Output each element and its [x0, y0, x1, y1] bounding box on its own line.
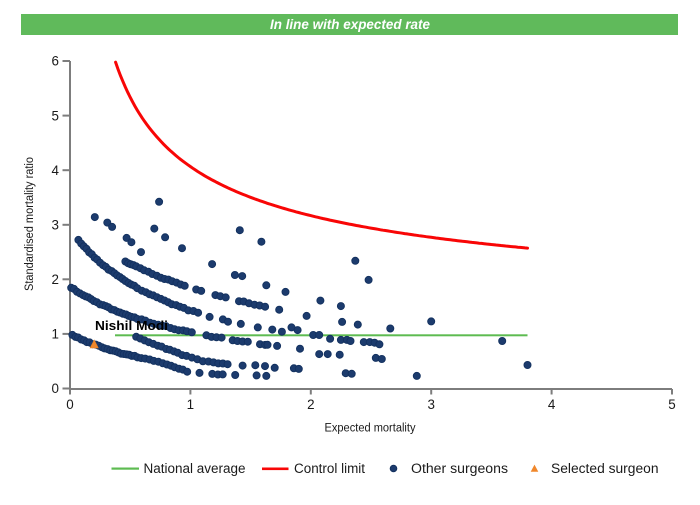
svg-text:0: 0: [66, 397, 73, 412]
svg-text:3: 3: [52, 218, 59, 233]
svg-text:4: 4: [548, 397, 556, 412]
svg-text:In line with expected rate: In line with expected rate: [270, 17, 430, 32]
svg-text:Other surgeons: Other surgeons: [411, 461, 508, 476]
svg-text:0: 0: [52, 381, 59, 396]
svg-text:4: 4: [52, 163, 60, 178]
svg-text:Selected surgeon: Selected surgeon: [551, 461, 659, 476]
svg-text:5: 5: [668, 397, 675, 412]
svg-text:Expected mortality: Expected mortality: [325, 423, 416, 435]
svg-text:6: 6: [52, 54, 59, 69]
svg-text:Control limit: Control limit: [294, 461, 365, 476]
svg-text:3: 3: [427, 397, 434, 412]
svg-text:1: 1: [187, 397, 194, 412]
svg-text:5: 5: [52, 108, 59, 123]
svg-text:1: 1: [52, 327, 59, 342]
svg-text:National average: National average: [144, 461, 246, 476]
svg-text:2: 2: [52, 272, 59, 287]
svg-text:2: 2: [307, 397, 314, 412]
svg-text:Standardised mortality ratio: Standardised mortality ratio: [24, 157, 36, 291]
svg-text:Nishil Modi: Nishil Modi: [95, 318, 168, 333]
